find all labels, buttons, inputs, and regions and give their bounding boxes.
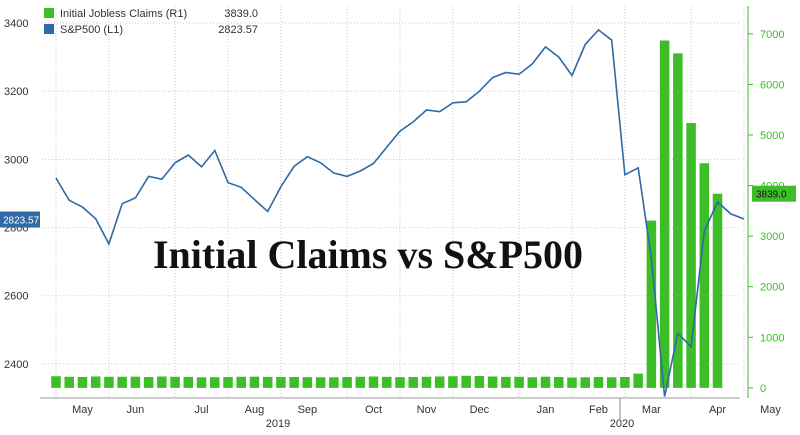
claims-bar	[606, 377, 617, 388]
x-tick-label: May	[760, 404, 781, 416]
x-year-label: 2020	[610, 418, 634, 430]
x-tick-label: Nov	[417, 404, 437, 416]
claims-bar	[64, 376, 74, 388]
claims-bar	[329, 377, 339, 388]
claims-bar	[580, 377, 590, 388]
claims-bar	[249, 376, 260, 388]
x-tick-label: Mar	[642, 404, 661, 416]
x-tick-label: Jun	[127, 404, 145, 416]
right-tick-label: 1000	[760, 332, 784, 344]
claims-bar	[501, 376, 511, 388]
legend: Initial Jobless Claims (R1) 3839.0 S&P500 …	[44, 8, 258, 36]
claims-bar	[355, 376, 366, 388]
claims-bar	[170, 376, 180, 388]
claims-bar	[567, 377, 577, 388]
right-last-value-label: 3839.0	[756, 190, 787, 201]
claims-bar	[130, 376, 141, 388]
claims-bar	[223, 377, 233, 388]
claims-bar	[315, 377, 326, 388]
left-tick-label: 3000	[4, 154, 28, 166]
right-last-value-box	[752, 185, 796, 202]
claims-bar	[448, 376, 458, 388]
claims-bar	[408, 377, 418, 388]
chart-title: Initial Claims vs S&P500	[153, 232, 583, 277]
legend-value: 3839.0	[224, 8, 258, 20]
claims-bar	[302, 377, 313, 388]
legend-value: 2823.57	[218, 24, 258, 36]
right-tick-label: 6000	[760, 79, 784, 91]
right-tick-label: 2000	[760, 282, 784, 294]
legend-swatch	[44, 24, 54, 34]
left-last-value-label: 2823.57	[3, 216, 40, 227]
claims-bar	[157, 376, 167, 388]
claims-bar	[673, 53, 683, 388]
left-tick-label: 2600	[4, 291, 28, 303]
claims-bar	[593, 377, 604, 388]
claims-bar	[474, 375, 485, 388]
legend-label: S&P500 (L1)	[60, 24, 123, 36]
claims-bar	[633, 373, 643, 388]
claims-bar	[514, 376, 524, 388]
claims-bar	[236, 376, 246, 388]
x-tick-label: Feb	[589, 404, 608, 416]
claims-bar	[276, 376, 286, 388]
right-tick-label: 5000	[760, 130, 784, 142]
legend-swatch	[44, 8, 54, 18]
right-tick-label: 0	[760, 383, 766, 395]
x-tick-label: Jul	[195, 404, 209, 416]
sp500-line-layer	[55, 28, 745, 397]
claims-bar	[77, 377, 88, 388]
claims-bar	[659, 40, 670, 388]
claims-bar	[421, 376, 432, 388]
x-tick-label: Oct	[365, 404, 382, 416]
claims-bar	[395, 377, 405, 388]
claims-bar	[620, 377, 630, 388]
right-tick-label: 3000	[760, 231, 784, 243]
claims-bar	[183, 376, 194, 388]
axes: May Jun Jul Aug Sep Oct Nov Dec Jan Feb Mar Apr May 2…	[0, 6, 796, 430]
left-tick-label: 3200	[4, 86, 28, 98]
x-tick-label: Apr	[709, 404, 726, 416]
x-tick-label: Sep	[298, 404, 318, 416]
claims-bar	[699, 163, 710, 388]
claims-bar	[646, 220, 657, 388]
x-tick-label: Jan	[537, 404, 555, 416]
claims-bar	[51, 376, 61, 388]
claims-bar	[368, 376, 379, 388]
claims-bar	[527, 377, 538, 388]
claims-bar	[382, 376, 392, 388]
claims-bar	[117, 376, 127, 388]
claims-bar	[262, 376, 273, 388]
claims-bar	[90, 376, 101, 388]
x-tick-label: Aug	[245, 404, 265, 416]
claims-bar	[434, 376, 445, 388]
grid	[42, 6, 745, 398]
claims-bar	[540, 376, 551, 388]
left-tick-label: 2400	[4, 359, 28, 371]
x-tick-label: Dec	[470, 404, 490, 416]
claims-bar	[686, 122, 696, 388]
left-last-value-box	[0, 211, 40, 228]
claims-bars	[51, 40, 723, 388]
claims-bar	[289, 377, 299, 388]
right-tick-label: 7000	[760, 29, 784, 41]
claims-bar	[461, 375, 471, 388]
claims-bar	[712, 193, 723, 388]
claims-bar	[143, 377, 154, 388]
claims-bar	[196, 377, 207, 388]
x-tick-label: May	[72, 404, 93, 416]
sp500-line	[55, 28, 745, 397]
claims-bar	[210, 377, 220, 388]
claims-bar	[104, 376, 114, 388]
claims-bar	[342, 377, 352, 388]
left-tick-label: 3400	[4, 18, 28, 30]
legend-label: Initial Jobless Claims (R1)	[60, 8, 187, 20]
claims-bar	[487, 376, 498, 388]
claims-bar	[554, 377, 564, 388]
x-year-label: 2019	[266, 418, 290, 430]
